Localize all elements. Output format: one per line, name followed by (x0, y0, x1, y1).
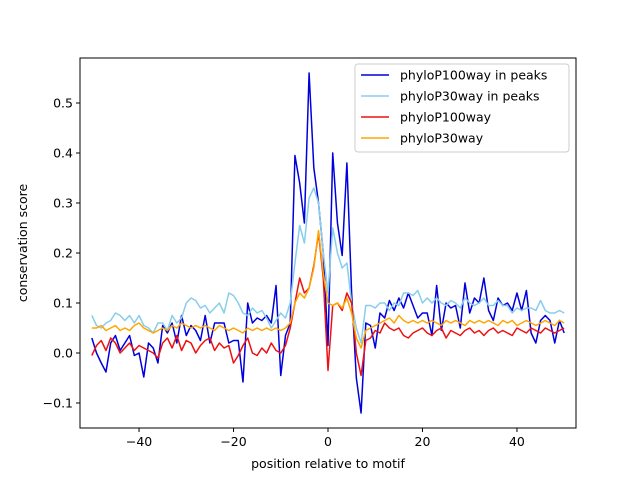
y-tick-label: −0.1 (43, 396, 73, 411)
x-tick-label: 40 (509, 434, 525, 449)
y-tick-label: 0.1 (53, 296, 73, 311)
y-axis-label: conservation score (15, 184, 30, 303)
series-layer (91, 72, 565, 414)
x-tick-label: 0 (324, 434, 332, 449)
y-axis: −0.1 0.0 0.1 0.2 0.3 0.4 0.5 (43, 96, 80, 411)
legend-label-2: phyloP100way (400, 110, 492, 125)
legend-label-0: phyloP100way in peaks (400, 68, 547, 83)
legend-frame (354, 63, 570, 153)
series-line-1 (91, 187, 565, 344)
legend-label-3: phyloP30way (400, 131, 484, 146)
series-line-3 (91, 229, 565, 349)
x-tick-label: 20 (415, 434, 431, 449)
x-tick-label: −20 (220, 434, 246, 449)
y-tick-label: 0.4 (53, 146, 73, 161)
series-line-2 (91, 232, 565, 377)
y-tick-label: 0.5 (53, 96, 73, 111)
x-axis: −40 −20 0 20 40 (126, 428, 525, 449)
x-axis-label: position relative to motif (251, 456, 405, 471)
legend: phyloP100way in peaks phyloP30way in peak… (354, 63, 570, 153)
x-tick-label: −40 (126, 434, 152, 449)
legend-label-1: phyloP30way in peaks (400, 89, 539, 104)
y-tick-label: 0.0 (53, 346, 73, 361)
y-tick-label: 0.3 (53, 196, 73, 211)
y-tick-label: 0.2 (53, 246, 73, 261)
